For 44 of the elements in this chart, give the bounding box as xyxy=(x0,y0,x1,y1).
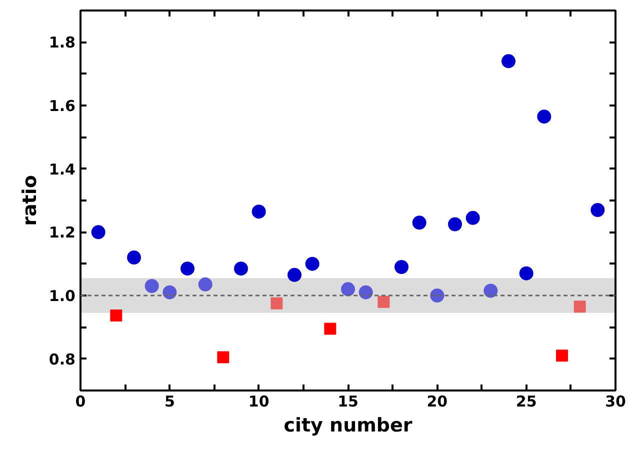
y-tick-label: 1.2 xyxy=(48,224,76,242)
point xyxy=(305,256,320,271)
point xyxy=(324,322,336,335)
y-tick-label: 1.0 xyxy=(48,287,76,305)
point xyxy=(394,260,408,274)
point xyxy=(288,268,302,282)
point xyxy=(358,285,373,300)
point xyxy=(144,279,159,293)
y-tick-label: 1.8 xyxy=(48,34,76,52)
y-tick-label: 1.6 xyxy=(48,97,76,115)
point xyxy=(574,300,586,313)
x-tick-label: 10 xyxy=(248,392,270,410)
point xyxy=(180,262,194,276)
point xyxy=(378,296,390,308)
point xyxy=(270,297,283,310)
point xyxy=(162,285,177,300)
point xyxy=(252,204,266,219)
x-tick-label: 0 xyxy=(75,392,86,410)
x-tick-label: 15 xyxy=(338,392,358,410)
point xyxy=(91,225,106,240)
x-tick-label: 20 xyxy=(426,392,448,410)
point xyxy=(412,216,426,230)
point xyxy=(217,351,230,364)
point xyxy=(234,262,248,276)
point xyxy=(519,266,534,280)
y-axis-title: ratio xyxy=(18,175,41,226)
point xyxy=(430,288,444,302)
point xyxy=(341,282,355,296)
point xyxy=(556,350,568,362)
point xyxy=(502,54,516,68)
x-tick-label: 30 xyxy=(605,392,626,410)
point xyxy=(198,277,212,292)
point xyxy=(590,203,605,217)
x-tick-label: 25 xyxy=(516,392,537,410)
point xyxy=(127,250,141,264)
y-tick-label: 1.4 xyxy=(48,160,76,178)
point xyxy=(537,110,552,124)
x-axis-title: city number xyxy=(284,414,413,436)
point xyxy=(484,284,498,298)
point xyxy=(110,309,122,322)
y-tick-label: 0.8 xyxy=(48,350,76,368)
x-tick-label: 5 xyxy=(164,392,175,410)
point xyxy=(448,217,462,232)
point xyxy=(466,210,480,225)
